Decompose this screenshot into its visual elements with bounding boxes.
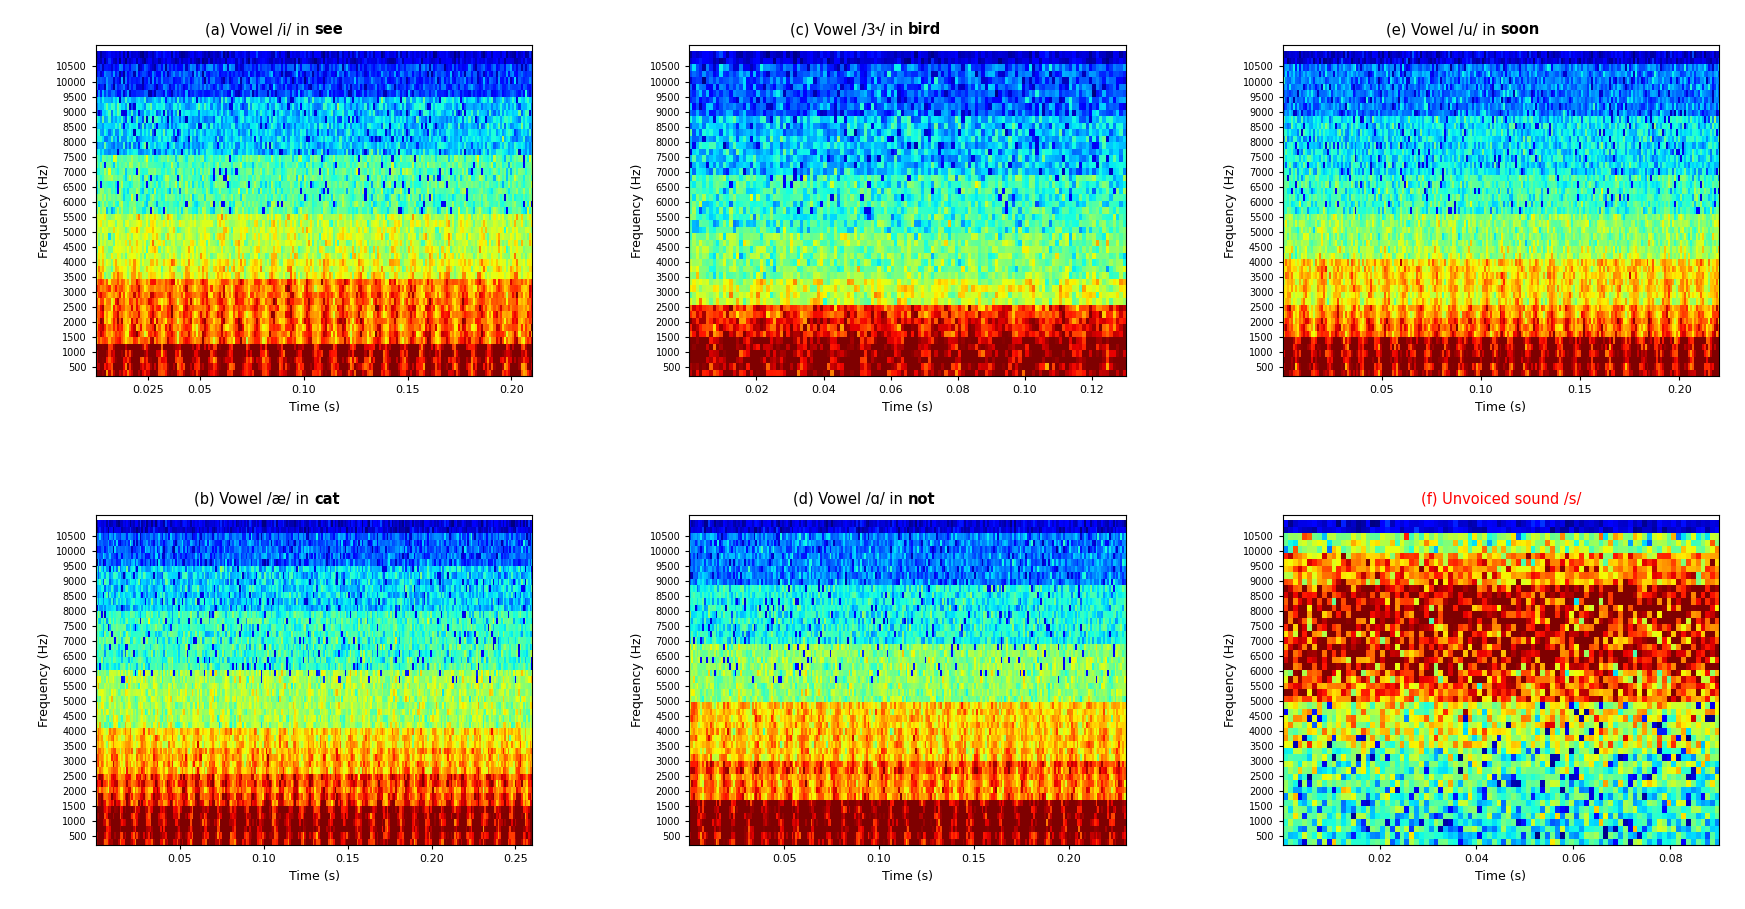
Text: (a) Vowel /i/ in: (a) Vowel /i/ in (204, 22, 314, 37)
Text: see: see (314, 22, 342, 37)
Y-axis label: Frequency (Hz): Frequency (Hz) (1225, 633, 1237, 727)
Text: (e) Vowel /u/ in: (e) Vowel /u/ in (1386, 22, 1501, 37)
Text: (d) Vowel /ɑ/ in: (d) Vowel /ɑ/ in (792, 492, 907, 506)
Y-axis label: Frequency (Hz): Frequency (Hz) (632, 633, 644, 727)
Y-axis label: Frequency (Hz): Frequency (Hz) (632, 164, 644, 258)
X-axis label: Time (s): Time (s) (1475, 401, 1527, 414)
Text: (f) Unvoiced sound /s/: (f) Unvoiced sound /s/ (1420, 492, 1581, 506)
X-axis label: Time (s): Time (s) (1475, 870, 1527, 883)
Y-axis label: Frequency (Hz): Frequency (Hz) (38, 164, 51, 258)
Text: soon: soon (1501, 22, 1539, 37)
Text: (b) Vowel /æ/ in: (b) Vowel /æ/ in (194, 492, 314, 506)
Text: cat: cat (314, 492, 340, 506)
Text: (c) Vowel /3˞/ in: (c) Vowel /3˞/ in (790, 22, 907, 37)
X-axis label: Time (s): Time (s) (881, 401, 934, 414)
Y-axis label: Frequency (Hz): Frequency (Hz) (38, 633, 51, 727)
Text: bird: bird (907, 22, 941, 37)
Y-axis label: Frequency (Hz): Frequency (Hz) (1225, 164, 1237, 258)
X-axis label: Time (s): Time (s) (288, 870, 340, 883)
X-axis label: Time (s): Time (s) (881, 870, 934, 883)
Text: not: not (907, 492, 935, 506)
X-axis label: Time (s): Time (s) (288, 401, 340, 414)
